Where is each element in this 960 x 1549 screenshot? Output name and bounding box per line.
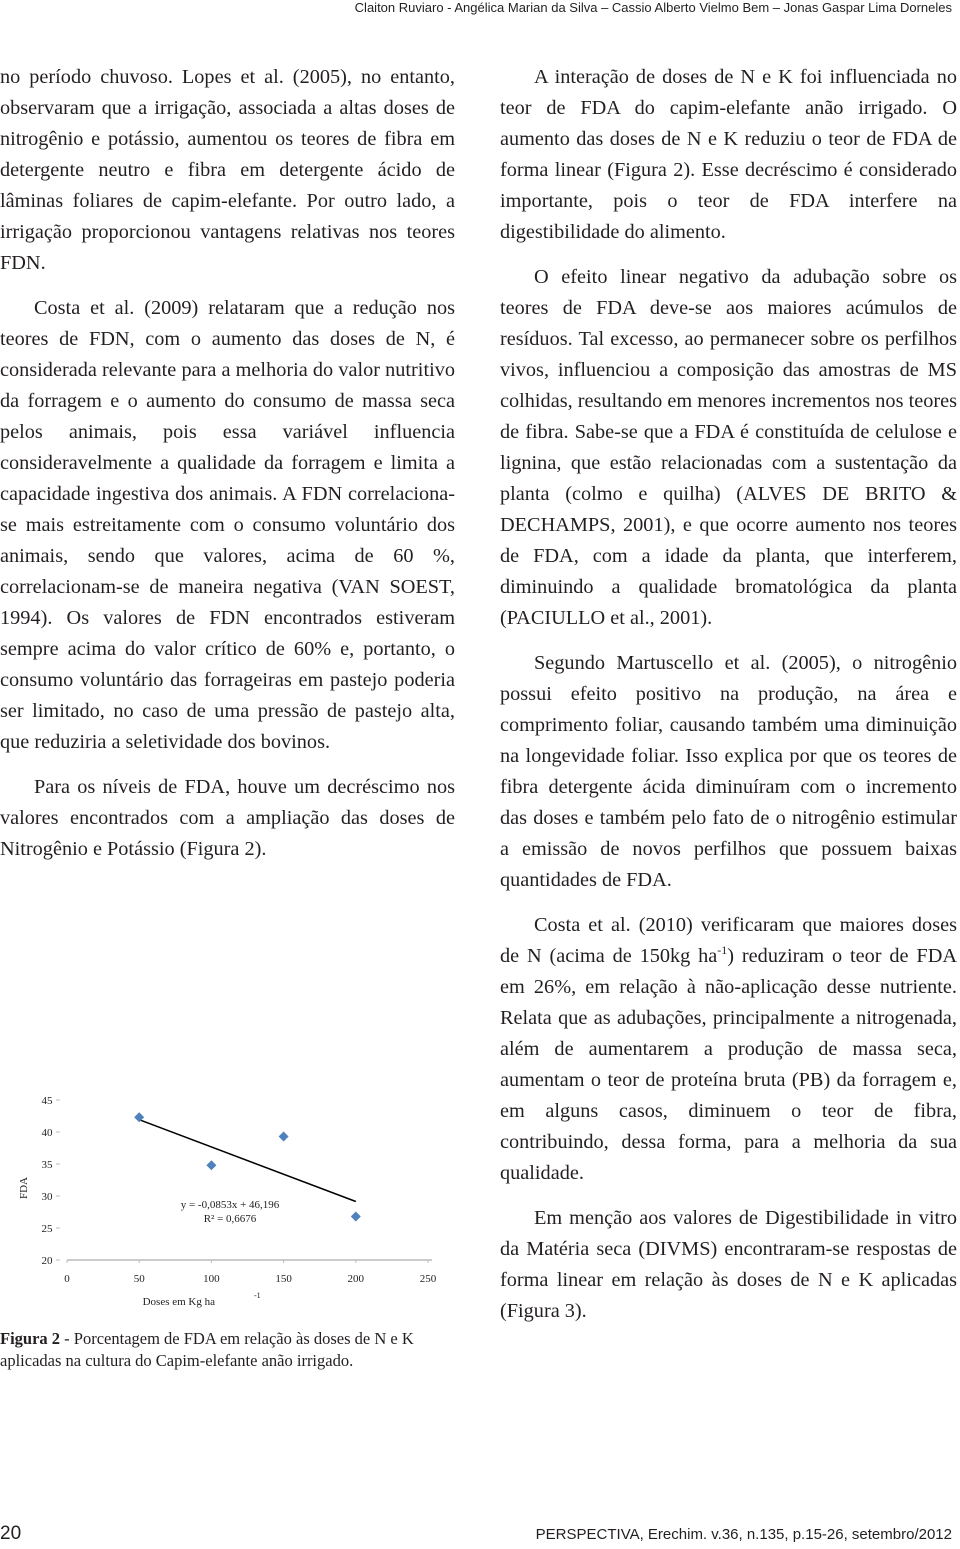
paragraph: Segundo Martuscello et al. (2005), o nit… [500, 652, 957, 891]
text: Costa et al. (2010) verificaram que maio… [500, 914, 957, 967]
x-tick-label: 0 [64, 1273, 70, 1285]
y-tick-label: 30 [42, 1191, 54, 1203]
x-tick-label: 250 [420, 1273, 437, 1285]
data-point [278, 1131, 289, 1142]
x-axis-label-sup: -1 [254, 1291, 261, 1300]
x-tick-label: 150 [275, 1273, 292, 1285]
x-tick-label: 200 [348, 1273, 365, 1285]
y-tick-label: 35 [42, 1159, 54, 1171]
paragraph: O efeito linear negativo da adubação sob… [500, 266, 957, 629]
running-header: Claiton Ruviaro - Angélica Marian da Sil… [354, 0, 952, 15]
superscript: -1 [717, 943, 728, 958]
y-tick-label: 40 [42, 1127, 54, 1139]
paragraph: A interação de doses de N e K foi influe… [500, 66, 957, 243]
paragraph: Costa et al. (2010) verificaram que maio… [500, 910, 957, 1189]
paragraph: Em menção aos valores de Digestibilidade… [500, 1207, 957, 1322]
journal-reference: PERSPECTIVA, Erechim. v.36, n.135, p.15-… [535, 1526, 952, 1543]
equation: y = -0,0853x + 46,196 [181, 1199, 280, 1211]
page-number: 20 [0, 1523, 22, 1544]
y-tick-label: 45 [42, 1095, 54, 1107]
y-tick-label: 20 [42, 1255, 54, 1267]
data-point [134, 1112, 145, 1123]
x-tick-label: 50 [134, 1273, 146, 1285]
paragraph: Para os níveis de FDA, houve um decrésci… [0, 776, 455, 860]
right-column: A interação de doses de N e K foi influe… [500, 62, 957, 1341]
x-tick-label: 100 [203, 1273, 220, 1285]
figure-caption: Figura 2 - Porcentagem de FDA em relação… [0, 1328, 455, 1372]
r-squared: R² = 0,6676 [204, 1213, 257, 1225]
caption-label: Figura 2 [0, 1329, 61, 1348]
paragraph: no período chuvoso. Lopes et al. (2005),… [0, 66, 455, 274]
caption-text: - Porcentagem de FDA em relação às doses… [0, 1329, 414, 1370]
trendline [138, 1118, 357, 1203]
y-axis-label: FDA [18, 1177, 30, 1199]
x-axis-label: Doses em Kg ha [143, 1296, 216, 1308]
text: ) reduziram o teor de FDA em 26%, em rel… [500, 945, 957, 1184]
chart: FDA Doses em Kg ha -1 y = -0,0853x + 46,… [18, 1095, 437, 1308]
data-point [206, 1160, 217, 1171]
y-tick-label: 25 [42, 1223, 54, 1235]
data-point [350, 1211, 361, 1222]
left-column: no período chuvoso. Lopes et al. (2005),… [0, 62, 455, 879]
paragraph: Costa et al. (2009) relataram que a redu… [0, 297, 455, 753]
